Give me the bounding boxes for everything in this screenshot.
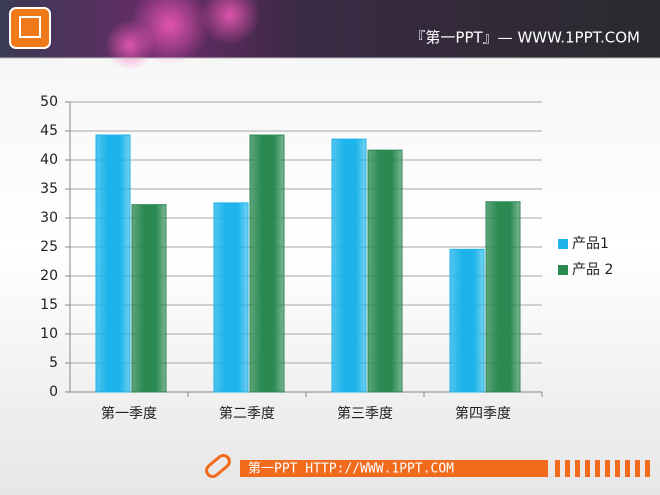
legend-label: 产品 2 xyxy=(572,262,613,278)
plot: 0 5 10 15 20 25 30 35 40 45 50 第一季度 第二季度 第三季度 第四季度 产品1 产… xyxy=(40,94,613,422)
bar xyxy=(213,202,249,393)
y-tick-label: 40 xyxy=(40,152,58,168)
bar xyxy=(131,204,167,393)
footer-icon xyxy=(205,454,231,478)
bar xyxy=(367,149,403,393)
y-tick-label: 20 xyxy=(40,268,58,284)
y-tick-label: 10 xyxy=(40,326,58,342)
bokeh xyxy=(200,0,260,45)
footer-stripes xyxy=(555,460,650,477)
header-title: 『第一PPT』— WWW.1PPT.COM xyxy=(410,29,640,47)
footer-text: 第一PPT HTTP://WWW.1PPT.COM xyxy=(248,462,454,477)
y-tick-label: 30 xyxy=(40,210,58,226)
y-tick-label: 0 xyxy=(49,384,58,400)
y-tick-label: 25 xyxy=(40,239,58,255)
x-tick-label: 第一季度 xyxy=(101,405,157,422)
y-tick-label: 35 xyxy=(40,181,58,197)
bar xyxy=(331,138,367,393)
y-tick-label: 50 xyxy=(40,94,58,110)
footer-band xyxy=(240,460,548,477)
bar xyxy=(95,134,131,393)
legend-label: 产品1 xyxy=(572,236,609,252)
bar xyxy=(249,134,285,393)
x-tick-label: 第三季度 xyxy=(337,405,393,422)
bokeh xyxy=(105,20,155,70)
y-tick-label: 45 xyxy=(40,123,58,139)
bar xyxy=(449,248,485,393)
x-tick-label: 第二季度 xyxy=(219,405,275,422)
logo-glyph xyxy=(19,16,41,38)
y-tick-label: 5 xyxy=(49,355,58,371)
bar xyxy=(485,201,521,393)
logo-icon xyxy=(9,7,51,49)
y-tick-label: 15 xyxy=(40,297,58,313)
legend-swatch xyxy=(558,239,568,249)
x-tick-label: 第四季度 xyxy=(455,405,511,422)
legend-swatch xyxy=(558,265,568,275)
